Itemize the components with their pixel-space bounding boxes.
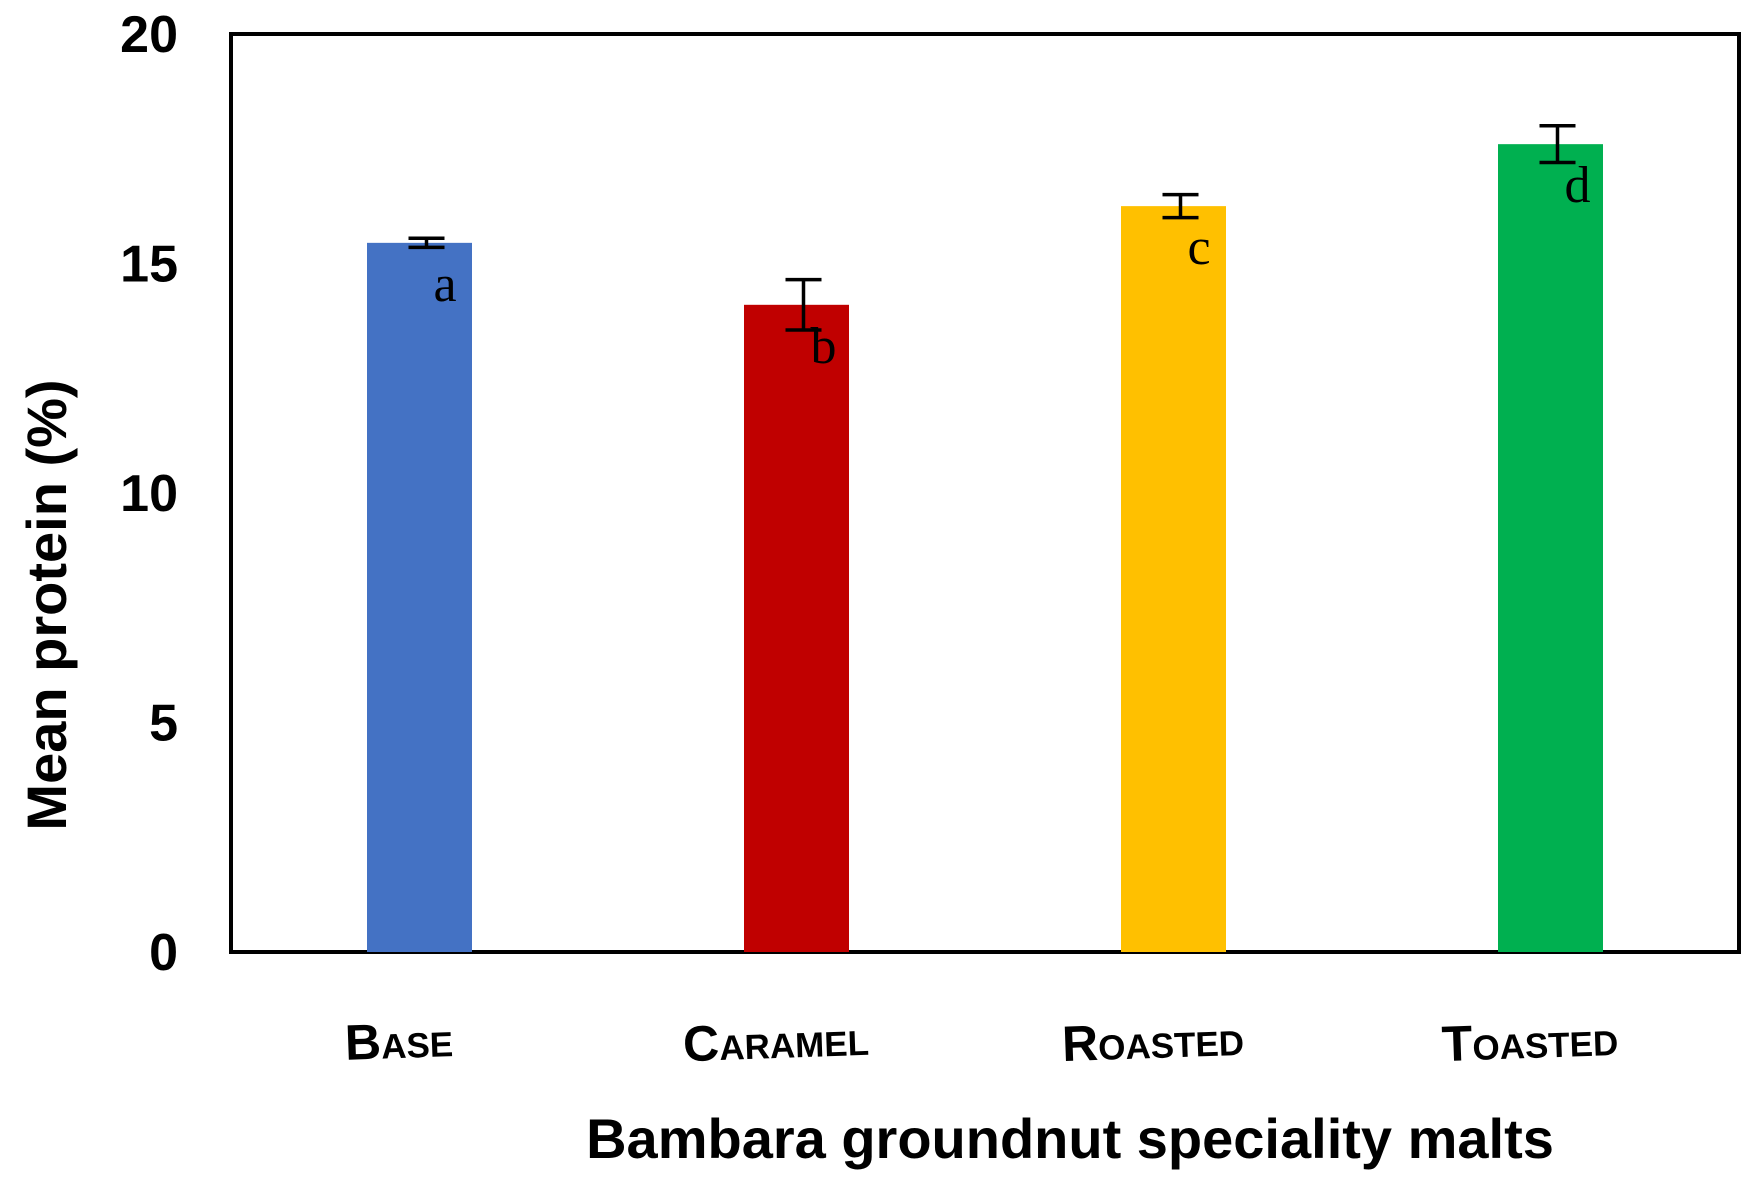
error-bar-base	[408, 236, 445, 250]
y-tick-label: 15	[120, 236, 178, 294]
x-axis-category-labels: Base Caramel Roasted Toasted	[344, 1010, 1619, 1072]
bar-roasted	[1121, 206, 1226, 952]
significance-letter: b	[811, 318, 837, 375]
x-category-label: Toasted	[1441, 1010, 1619, 1072]
y-axis-ticks: 0 5 10 15 20	[120, 6, 178, 982]
plot-area-frame	[229, 32, 1741, 954]
error-bar-caramel	[785, 277, 822, 332]
y-tick-label: 10	[120, 465, 178, 523]
x-axis-title: Bambara groundnut speciality malts	[586, 1107, 1554, 1170]
error-bar-roasted	[1162, 192, 1199, 220]
y-tick-label: 5	[149, 695, 178, 753]
x-category-label: Base	[344, 1011, 454, 1071]
bar-base	[367, 242, 472, 953]
significance-letter: d	[1565, 157, 1591, 214]
x-category-label: Caramel	[682, 1010, 870, 1072]
significance-letter: a	[434, 256, 457, 313]
y-tick-label: 20	[120, 6, 178, 64]
error-bar-toasted	[1539, 124, 1576, 165]
x-category-label: Roasted	[1061, 1010, 1245, 1072]
error-bars	[408, 124, 1576, 332]
bar-toasted	[1498, 144, 1603, 952]
y-tick-label: 0	[149, 924, 178, 982]
significance-letter: c	[1188, 219, 1211, 276]
bar-caramel	[744, 304, 849, 952]
bar-series	[367, 144, 1603, 953]
significance-letters: a b c d	[434, 157, 1591, 375]
y-axis-title: Mean protein (%)	[15, 379, 78, 830]
